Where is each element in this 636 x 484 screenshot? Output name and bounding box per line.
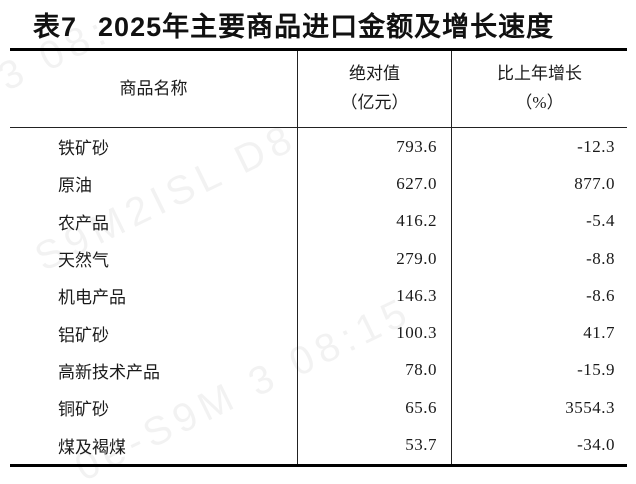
growth-rate: -15.9	[451, 351, 627, 390]
table-row: 天然气 279.0 -8.8	[10, 239, 627, 278]
growth-rate: 41.7	[451, 314, 627, 352]
table-row: 铁矿砂 793.6 -12.3	[10, 128, 627, 166]
commodity-name: 煤及褐煤	[58, 437, 126, 457]
growth-rate: -34.0	[451, 426, 627, 464]
table-row: 农产品 416.2 -5.4	[10, 202, 627, 240]
commodity-name: 农产品	[58, 213, 109, 233]
table-row: 高新技术产品 78.0 -15.9	[10, 351, 627, 390]
absolute-value: 279.0	[297, 239, 451, 278]
header-line: 比上年增长	[497, 64, 582, 84]
growth-rate: -8.8	[451, 239, 627, 278]
absolute-value: 146.3	[297, 277, 451, 315]
commodity-name: 原油	[58, 176, 92, 196]
absolute-value: 65.6	[297, 389, 451, 427]
table-row: 铝矿砂 100.3 41.7	[10, 314, 627, 352]
absolute-value: 78.0	[297, 351, 451, 390]
import-table: 商品名称 绝对值 （亿元） 比上年增长 （%） 铁矿砂 793.6 -12.3 …	[10, 48, 627, 467]
commodity-name: 铜矿砂	[58, 400, 109, 420]
header-growth-rate: 比上年增长 （%）	[451, 51, 627, 127]
table-row: 铜矿砂 65.6 3554.3	[10, 389, 627, 427]
commodity-name: 铁矿砂	[58, 139, 109, 159]
commodity-name: 机电产品	[58, 288, 126, 308]
table-row: 煤及褐煤 53.7 -34.0	[10, 426, 627, 464]
growth-rate: -8.6	[451, 277, 627, 315]
table-number: 表7	[33, 12, 78, 42]
table-title: 表7 2025年主要商品进口金额及增长速度	[33, 5, 554, 44]
growth-rate: 3554.3	[451, 389, 627, 427]
absolute-value: 416.2	[297, 202, 451, 240]
growth-rate: 877.0	[451, 165, 627, 203]
header-absolute-value: 绝对值 （亿元）	[297, 51, 451, 127]
absolute-value: 100.3	[297, 314, 451, 352]
growth-rate: -12.3	[451, 128, 627, 166]
table-row: 原油 627.0 877.0	[10, 165, 627, 203]
header-line: 绝对值	[349, 64, 400, 84]
table-row: 机电产品 146.3 -8.6	[10, 277, 627, 315]
growth-rate: -5.4	[451, 202, 627, 240]
absolute-value: 627.0	[297, 165, 451, 203]
commodity-name: 天然气	[58, 251, 109, 271]
table-header-row: 商品名称 绝对值 （亿元） 比上年增长 （%）	[10, 51, 627, 128]
commodity-name: 铝矿砂	[58, 325, 109, 345]
commodity-name: 高新技术产品	[58, 362, 160, 382]
absolute-value: 793.6	[297, 128, 451, 166]
table-title-text: 2025年主要商品进口金额及增长速度	[98, 12, 555, 42]
header-line: （%）	[515, 93, 564, 112]
header-commodity-name: 商品名称	[119, 78, 188, 98]
absolute-value: 53.7	[297, 426, 451, 464]
header-line: （亿元）	[340, 93, 409, 112]
